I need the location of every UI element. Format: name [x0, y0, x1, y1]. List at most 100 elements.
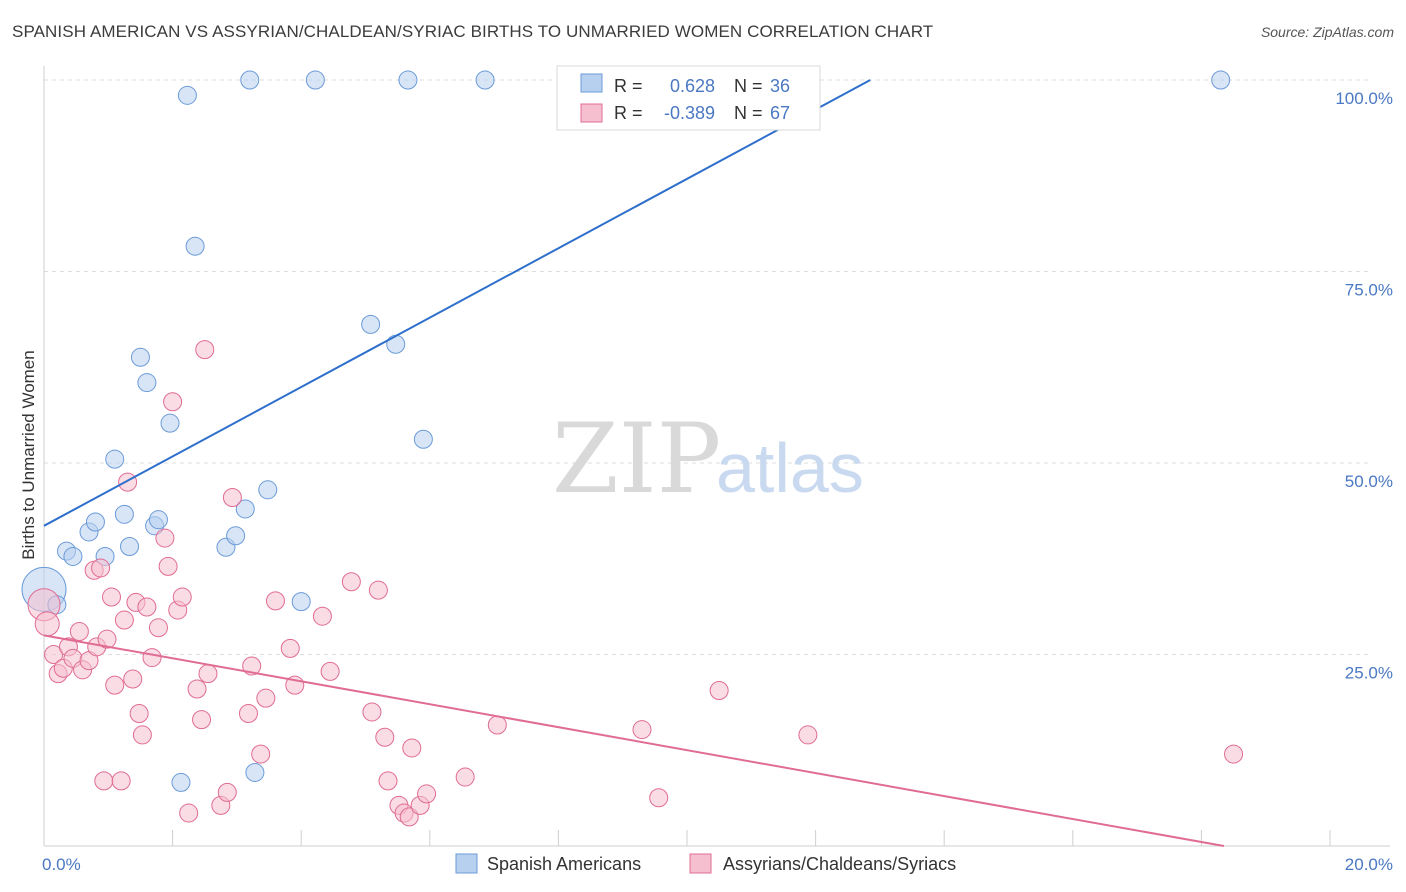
point-assyrian-61 [487, 715, 507, 735]
stats-swatch-assyrian [580, 103, 603, 123]
point-assyrian-16 [105, 675, 125, 695]
point-assyrian-15 [102, 587, 122, 607]
stats-r-label-1: R = [614, 76, 643, 96]
point-assyrian-18 [114, 610, 134, 630]
y-tick-label-2: 75.0% [1345, 281, 1393, 300]
point-assyrian-65 [798, 725, 818, 745]
point-spanish-american-19 [226, 526, 246, 546]
stats-n-value-1: 36 [770, 76, 790, 96]
point-assyrian-27 [155, 528, 175, 548]
point-spanish-american-30 [475, 70, 495, 90]
stats-r-label-2: R = [614, 103, 643, 123]
axes [43, 66, 1390, 847]
point-assyrian-43 [256, 688, 276, 708]
y-tick-label-3: 100.0% [1335, 89, 1393, 108]
chart-title: SPANISH AMERICAN VS ASSYRIAN/CHALDEAN/SY… [12, 22, 934, 41]
stats-legend: R = 0.628 N = 36 R = -0.389 N = 67 [556, 65, 821, 131]
point-assyrian-28 [158, 556, 178, 576]
point-spanish-american-13 [148, 510, 168, 530]
watermark-zip: ZIP [552, 403, 721, 515]
x-tick-label-min: 0.0% [42, 855, 81, 874]
point-spanish-american-22 [245, 762, 265, 782]
stats-n-label-1: N = [734, 76, 763, 96]
point-assyrian-64 [709, 681, 729, 701]
y-tick-label-0: 25.0% [1345, 664, 1393, 683]
stats-r-value-2: -0.389 [664, 103, 715, 123]
series-legend: Spanish Americans Assyrians/Chaldeans/Sy… [455, 853, 956, 874]
point-assyrian-33 [187, 679, 207, 699]
point-spanish-american-3 [63, 546, 83, 566]
point-assyrian-42 [251, 744, 271, 764]
point-spanish-american-23 [258, 480, 278, 500]
legend-label-assyrians: Assyrians/Chaldeans/Syriacs [723, 854, 956, 874]
point-spanish-american-29 [413, 429, 433, 449]
point-assyrian-25 [142, 648, 162, 668]
point-spanish-american-28 [398, 70, 418, 90]
point-spanish-american-11 [137, 373, 157, 393]
point-assyrian-7 [69, 622, 89, 642]
point-assyrian-23 [132, 725, 152, 745]
legend-label-spanish-americans: Spanish Americans [487, 854, 641, 874]
trend-lines [43, 79, 1225, 847]
point-assyrian-52 [375, 727, 395, 747]
point-spanish-american-21 [240, 70, 260, 90]
point-spanish-american-20 [235, 499, 255, 519]
point-assyrian-17 [111, 771, 131, 791]
point-assyrian-53 [378, 771, 398, 791]
point-spanish-american-15 [171, 772, 191, 792]
stats-r-value-1: 0.628 [670, 76, 715, 96]
legend-swatch-assyrians [689, 853, 712, 874]
point-assyrian-45 [280, 638, 300, 658]
trend-line-assyrians [43, 634, 1225, 847]
point-spanish-american-14 [160, 413, 180, 433]
watermark-atlas: atlas [716, 429, 864, 507]
point-assyrian-36 [195, 340, 215, 360]
point-assyrian-29 [163, 392, 183, 412]
point-spanish-american-5 [85, 512, 105, 532]
point-assyrian-50 [362, 702, 382, 722]
point-assyrian-1 [34, 611, 60, 637]
legend-swatch-spanish-americans [455, 853, 478, 874]
point-assyrian-40 [238, 703, 258, 723]
point-assyrian-44 [265, 591, 285, 611]
point-assyrian-47 [312, 606, 332, 626]
point-assyrian-48 [320, 661, 340, 681]
point-spanish-american-27 [386, 334, 406, 354]
point-assyrian-13 [94, 771, 114, 791]
x-tick-labels: 0.0% 20.0% [42, 855, 1393, 874]
stats-n-label-2: N = [734, 103, 763, 123]
point-assyrian-41 [242, 656, 262, 676]
point-assyrian-22 [129, 703, 149, 723]
point-assyrian-66 [1224, 744, 1244, 764]
point-assyrian-39 [222, 487, 242, 507]
y-tick-label-1: 50.0% [1345, 472, 1393, 491]
point-assyrian-24 [137, 597, 157, 617]
gridlines [44, 79, 1370, 655]
point-spanish-american-24 [291, 592, 311, 612]
point-assyrian-51 [368, 580, 388, 600]
y-tick-labels: 25.0% 50.0% 75.0% 100.0% [1335, 89, 1393, 683]
point-assyrian-34 [192, 710, 212, 730]
point-spanish-american-26 [361, 314, 381, 334]
point-assyrian-2 [44, 645, 64, 664]
point-assyrian-32 [179, 803, 199, 823]
point-spanish-american-25 [305, 70, 325, 90]
chart-source: Source: ZipAtlas.com [1260, 24, 1394, 40]
data-points [21, 70, 1244, 827]
point-spanish-american-9 [120, 536, 140, 556]
point-spanish-american-8 [114, 504, 134, 524]
point-assyrian-60 [455, 767, 475, 787]
point-assyrian-14 [97, 629, 117, 649]
point-assyrian-59 [417, 784, 437, 804]
point-assyrian-62 [632, 720, 652, 740]
watermark: ZIP atlas [552, 403, 864, 515]
point-assyrian-57 [402, 738, 422, 758]
trend-line-spanish-americans [43, 79, 871, 527]
point-assyrian-20 [123, 669, 143, 689]
point-spanish-american-32 [1211, 70, 1231, 90]
point-assyrian-49 [341, 572, 361, 592]
point-spanish-american-7 [105, 449, 125, 469]
x-tick-label-max: 20.0% [1345, 855, 1393, 874]
point-assyrian-35 [198, 664, 218, 684]
